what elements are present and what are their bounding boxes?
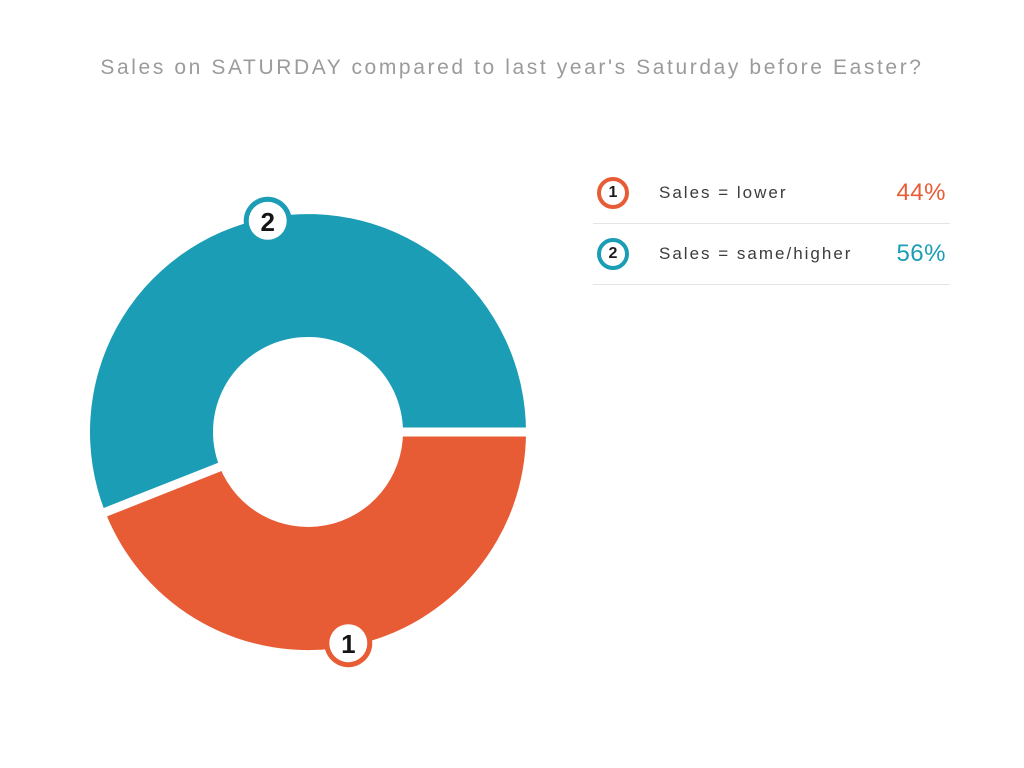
slice-marker-badge: 2 xyxy=(243,196,292,245)
svg-text:1: 1 xyxy=(341,629,355,659)
legend-value: 56% xyxy=(896,240,946,267)
page-title: Sales on SATURDAY compared to last year'… xyxy=(100,56,924,79)
donut-slice xyxy=(105,432,527,651)
svg-text:2: 2 xyxy=(260,207,274,237)
legend-marker-badge-2: 2 xyxy=(597,238,629,270)
legend-label: Sales = lower xyxy=(659,183,788,202)
legend-value: 44% xyxy=(896,179,946,206)
slice-marker-badge: 1 xyxy=(324,619,373,668)
legend-marker-badge-1: 1 xyxy=(597,177,629,209)
legend-row: 2 Sales = same/higher 56% xyxy=(593,224,950,285)
donut-slice xyxy=(89,214,526,513)
chart-legend: 1 Sales = lower 44% 2 Sales = same/highe… xyxy=(593,163,950,285)
legend-row: 1 Sales = lower 44% xyxy=(593,163,950,224)
donut-svg: 12 xyxy=(89,196,530,668)
slice-gap xyxy=(99,461,226,518)
legend-label: Sales = same/higher xyxy=(659,244,853,263)
